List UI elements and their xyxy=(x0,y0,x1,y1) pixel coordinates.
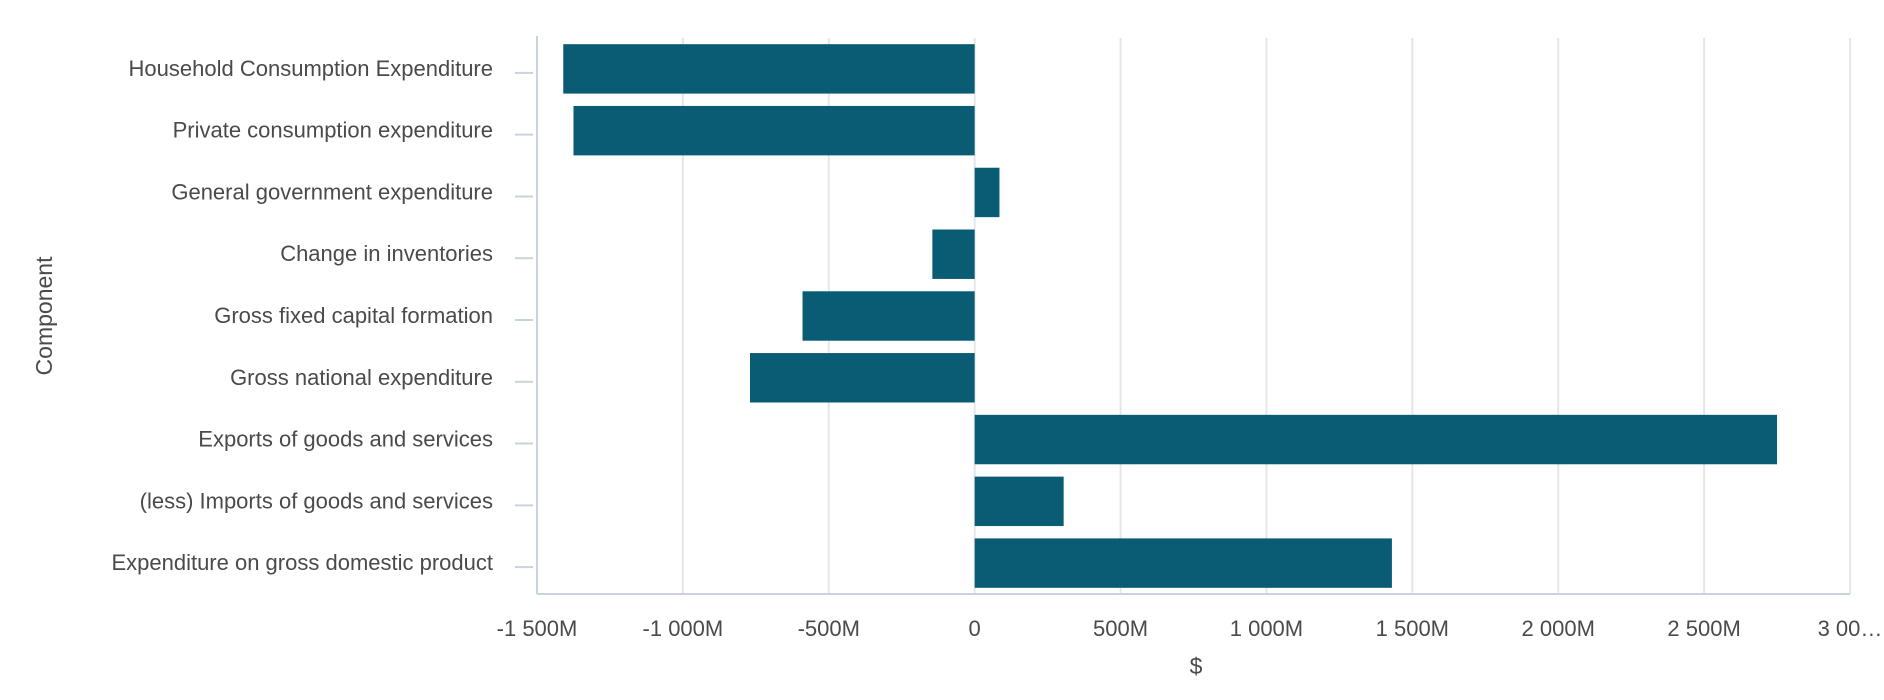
category-label: Household Consumption Expenditure xyxy=(129,56,493,81)
x-tick-labels: -1 500M -1 000M -500M 0 500M 1 000M 1 500M 2 00… xyxy=(497,616,1883,641)
bars xyxy=(563,44,1778,588)
x-tick-label: 3 00… xyxy=(1818,616,1883,641)
category-label: Gross fixed capital formation xyxy=(214,303,493,328)
bar[interactable] xyxy=(974,538,1392,588)
category-label: (less) Imports of goods and services xyxy=(140,488,493,513)
category-label: Exports of goods and services xyxy=(198,427,493,452)
x-tick-label: 2 500M xyxy=(1667,616,1740,641)
x-tick-label: -1 000M xyxy=(643,616,724,641)
bar[interactable] xyxy=(573,105,975,156)
category-labels: Household Consumption Expenditure Private… xyxy=(111,56,493,575)
x-tick-label: -500M xyxy=(798,616,860,641)
x-tick-label: 1 000M xyxy=(1230,616,1303,641)
category-label: Expenditure on gross domestic product xyxy=(111,550,493,575)
bar[interactable] xyxy=(749,353,975,403)
category-label: Gross national expenditure xyxy=(230,365,493,390)
bar[interactable] xyxy=(932,229,975,279)
axes xyxy=(515,36,1850,595)
bar[interactable] xyxy=(974,414,1778,465)
x-tick-label: -1 500M xyxy=(497,616,578,641)
category-label: General government expenditure xyxy=(171,179,493,204)
bar[interactable] xyxy=(974,167,1000,218)
x-tick-label: 0 xyxy=(969,616,981,641)
bar[interactable] xyxy=(563,44,975,94)
y-axis-title: Component xyxy=(31,256,57,376)
x-tick-label: 1 500M xyxy=(1376,616,1449,641)
bar[interactable] xyxy=(974,476,1064,527)
category-label: Change in inventories xyxy=(280,241,493,266)
x-axis-title: $ xyxy=(1190,653,1203,679)
x-tick-label: 500M xyxy=(1093,616,1148,641)
category-label: Private consumption expenditure xyxy=(173,118,493,143)
bar[interactable] xyxy=(802,291,975,341)
x-tick-label: 2 000M xyxy=(1522,616,1595,641)
